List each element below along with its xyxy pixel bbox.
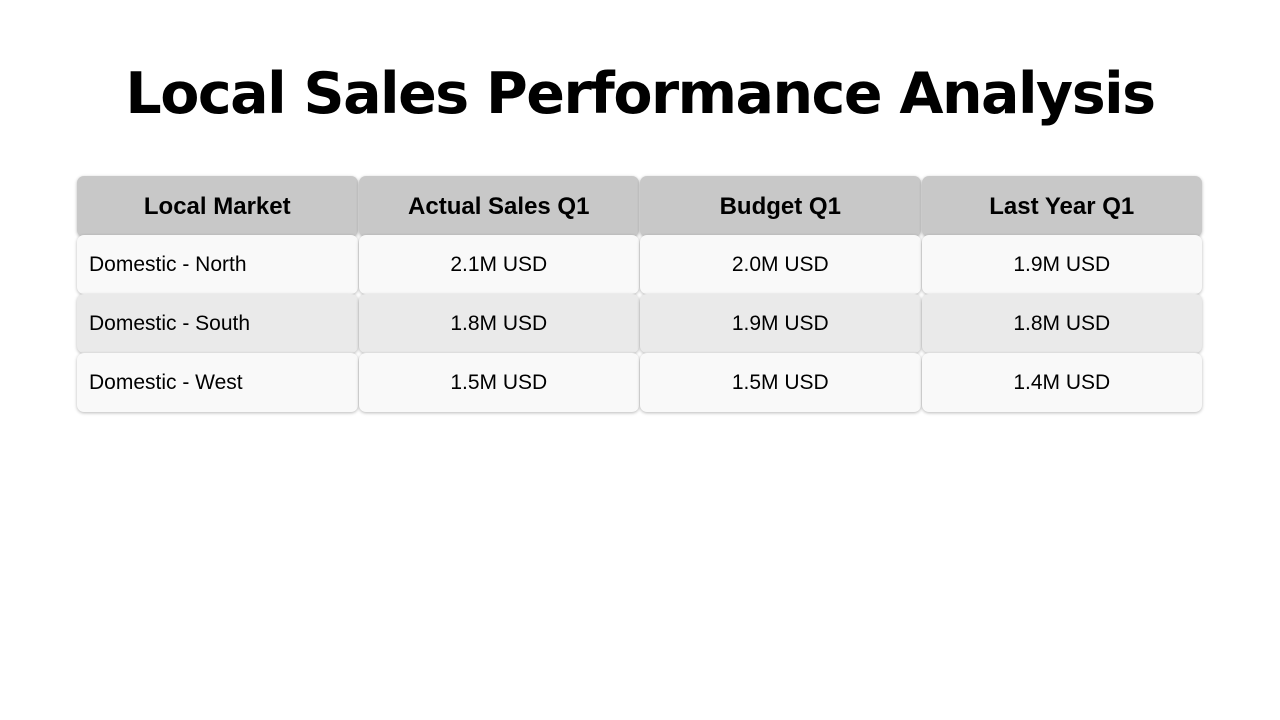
table-cell-budget: 1.9M USD [640,294,921,353]
table-cell-budget: 2.0M USD [640,235,921,294]
table-cell-market: Domestic - North [77,235,358,294]
table-header-last-year: Last Year Q1 [921,176,1202,237]
table-cell-actual: 2.1M USD [358,235,639,294]
table-cell-market: Domestic - West [77,353,358,412]
table-cell-actual: 1.5M USD [358,353,639,412]
table-header-actual-sales: Actual Sales Q1 [358,176,639,237]
table-cell-market: Domestic - South [77,294,358,353]
page-title: Local Sales Performance Analysis [125,61,1156,127]
sales-table: Local Market Actual Sales Q1 Budget Q1 L… [77,176,1203,412]
table-cell-budget: 1.5M USD [640,353,921,412]
table-cell-last-year: 1.9M USD [921,235,1202,294]
table-cell-actual: 1.8M USD [358,294,639,353]
table-header-local-market: Local Market [77,176,358,237]
table-cell-last-year: 1.4M USD [921,353,1202,412]
table-cell-last-year: 1.8M USD [921,294,1202,353]
table-header-budget: Budget Q1 [640,176,921,237]
